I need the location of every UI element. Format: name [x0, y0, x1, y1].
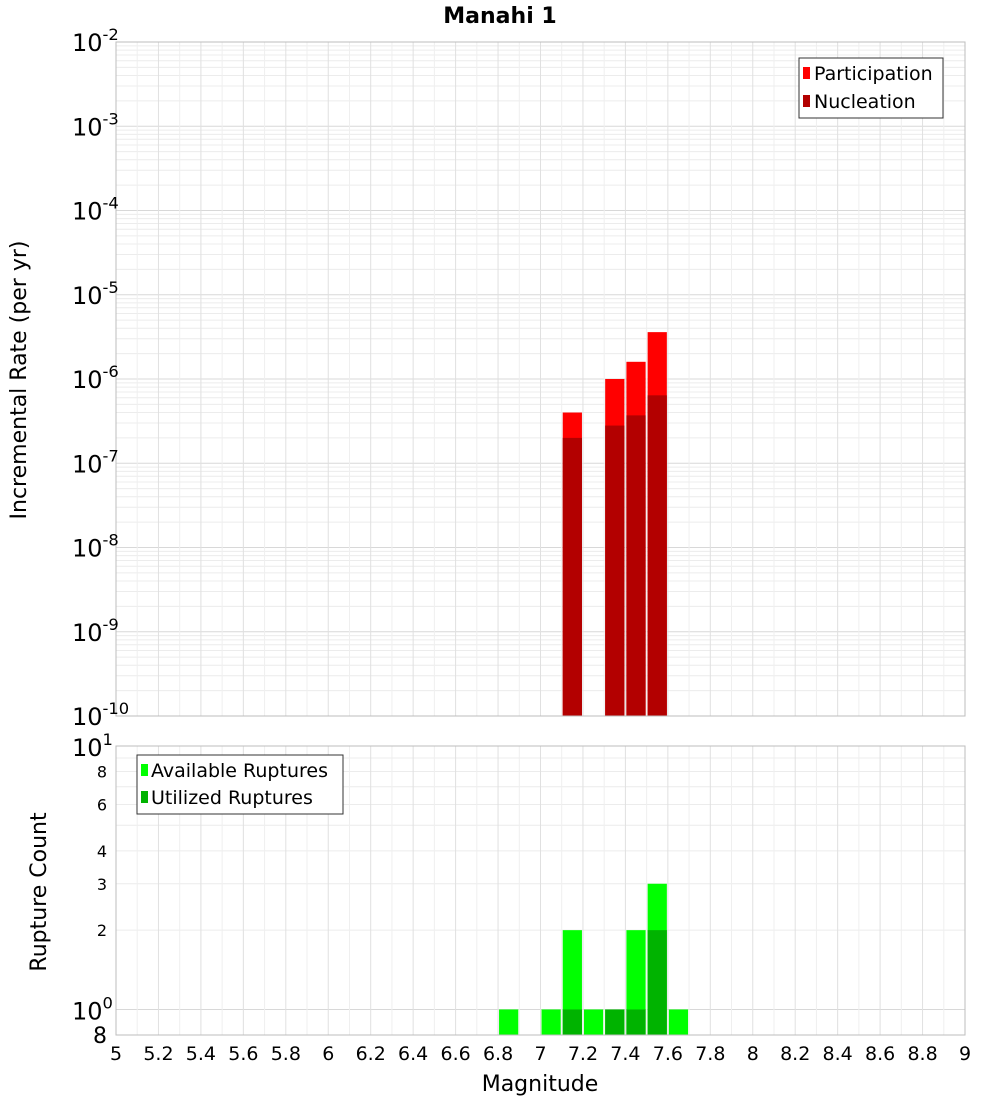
top-y-tick-label: 10-10 [72, 699, 129, 731]
top-y-tick-label: 10-9 [72, 615, 119, 647]
nucleation-bar [605, 425, 625, 716]
x-tick-label: 5.6 [228, 1043, 258, 1065]
x-tick-label: 7.6 [653, 1043, 683, 1065]
x-tick-label: 9 [959, 1043, 971, 1065]
bottom-y-minor-tick-label: 6 [97, 795, 107, 814]
nucleation-bar [626, 415, 646, 716]
bottom-y-minor-tick-label: 8 [93, 1024, 107, 1049]
top-legend: Participation Nucleation [798, 57, 944, 119]
utilized-ruptures-bar [605, 1009, 625, 1035]
top-legend-label: Participation [814, 63, 933, 85]
top-plot-frame [115, 41, 966, 717]
top-y-axis-label: Incremental Rate (per yr) [7, 241, 32, 520]
utilized-ruptures-bar [647, 930, 667, 1035]
bottom-y-tick-label: 100 [72, 994, 113, 1026]
bottom-legend-box [136, 754, 344, 815]
top-panel: 10-2 10-3 10-4 10-5 10-6 10-7 10-8 10-9 10-10 Par… [72, 25, 966, 731]
x-tick-label: 8.2 [780, 1043, 810, 1065]
x-tick-label: 8.4 [823, 1043, 853, 1065]
bottom-y-minor-tick-label: 2 [97, 921, 107, 940]
available-ruptures-bar [562, 930, 582, 1035]
x-axis-label: Magnitude [482, 1072, 599, 1097]
top-legend-label: Nucleation [814, 91, 916, 113]
x-tick-label: 6.8 [483, 1043, 513, 1065]
x-tick-label: 6.6 [440, 1043, 470, 1065]
x-tick-label: 7 [534, 1043, 546, 1065]
nucleation-bar [562, 437, 582, 716]
bottom-y-tick-label: 101 [72, 730, 113, 762]
top-y-tick-label: 10-5 [72, 278, 119, 310]
x-tick-label: 6.2 [356, 1043, 386, 1065]
top-legend-swatch [803, 67, 810, 79]
available-ruptures-bar [583, 1009, 604, 1035]
x-tick-label: 8.8 [907, 1043, 937, 1065]
bottom-y-minor-tick-label: 3 [97, 875, 107, 894]
x-tick-label: 5.2 [143, 1043, 173, 1065]
bottom-y-minor-tick-label: 8 [97, 763, 107, 782]
bottom-legend: Available Ruptures Utilized Ruptures [136, 754, 344, 815]
x-tick-label: 6 [322, 1043, 334, 1065]
bottom-y-minor-tick-label: 4 [97, 842, 107, 861]
available-ruptures-bar [626, 930, 646, 1035]
top-legend-swatch [803, 95, 810, 107]
available-ruptures-bar [668, 1009, 689, 1035]
bottom-legend-swatch [141, 764, 148, 776]
utilized-ruptures-bar [562, 1009, 582, 1035]
x-tick-label: 7.8 [695, 1043, 725, 1065]
available-ruptures-bar [499, 1009, 519, 1035]
top-y-tick-label: 10-8 [72, 531, 119, 563]
bottom-legend-label: Utilized Ruptures [151, 787, 313, 809]
nucleation-bar [647, 395, 667, 716]
x-tick-label: 5.8 [271, 1043, 301, 1065]
bottom-y-axis-label: Rupture Count [27, 812, 52, 972]
chart-title: Manahi 1 [443, 4, 556, 29]
bottom-plot-frame [115, 745, 966, 1036]
top-y-tick-label: 10-3 [72, 109, 119, 141]
top-y-tick-label: 10-2 [72, 25, 119, 57]
x-tick-label: 8 [747, 1043, 759, 1065]
x-tick-label: 6.4 [398, 1043, 428, 1065]
x-tick-label: 5.4 [186, 1043, 216, 1065]
x-tick-label: 7.4 [610, 1043, 640, 1065]
top-y-tick-label: 10-7 [72, 446, 119, 478]
utilized-ruptures-bar [626, 1009, 646, 1035]
x-tick-label: 7.2 [568, 1043, 598, 1065]
x-tick-label: 5 [110, 1043, 122, 1065]
top-legend-box [798, 57, 944, 119]
x-tick-label: 8.6 [865, 1043, 895, 1065]
available-ruptures-bar [541, 1009, 561, 1035]
bottom-legend-label: Available Ruptures [151, 760, 328, 782]
bottom-legend-swatch [141, 791, 148, 803]
top-y-tick-label: 10-4 [72, 194, 119, 226]
top-y-tick-label: 10-6 [72, 362, 119, 394]
